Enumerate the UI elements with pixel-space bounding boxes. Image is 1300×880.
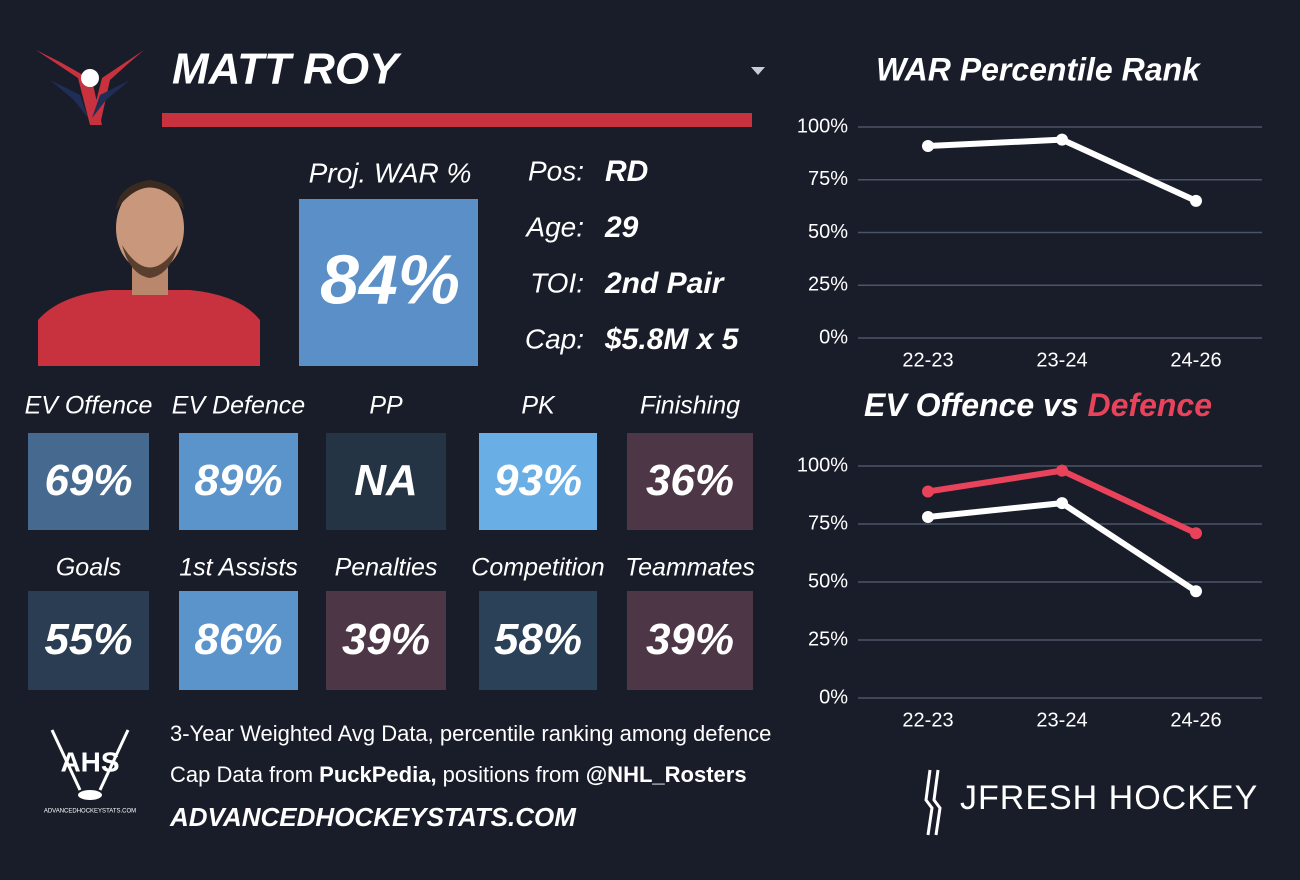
- y-tick-label: 100%: [797, 115, 848, 137]
- point: [1056, 464, 1068, 477]
- point: [1056, 497, 1068, 510]
- tile: [627, 591, 753, 690]
- point: [1190, 527, 1202, 540]
- y-tick-label: 75%: [808, 168, 848, 190]
- dropdown-arrow[interactable]: [751, 67, 765, 75]
- y-tick-label: 25%: [808, 274, 848, 296]
- tile-label: PP: [369, 392, 403, 420]
- y-tick-label: 0%: [819, 686, 848, 708]
- player-name: MATT ROY: [172, 45, 402, 94]
- chart-title: WAR Percentile Rank: [876, 51, 1202, 87]
- tile-value: 69%: [44, 456, 132, 505]
- y-tick-label: 75%: [808, 512, 848, 534]
- tile: [179, 433, 298, 530]
- point: [1190, 585, 1202, 598]
- point: [922, 511, 934, 524]
- chart-title: EV Offence vs Defence: [864, 387, 1212, 423]
- tile-value: 55%: [44, 615, 132, 664]
- credit-link[interactable]: PuckPedia,: [319, 762, 436, 787]
- brand-icon: [924, 769, 942, 836]
- footer-credits: Cap Data from PuckPedia, positions from …: [170, 762, 747, 787]
- tile-value: 58%: [494, 615, 582, 664]
- ahs-logo: AHS ADVANCEDHOCKEYSTATS.COM: [44, 729, 136, 815]
- x-tick-label: 23-24: [1036, 349, 1087, 371]
- tile: [479, 591, 597, 690]
- x-tick-label: 22-23: [902, 349, 953, 371]
- footer-note: 3-Year Weighted Avg Data, percentile ran…: [170, 721, 771, 746]
- info-value: 29: [604, 211, 639, 244]
- y-tick-label: 50%: [808, 570, 848, 592]
- x-tick-label: 22-23: [902, 709, 953, 731]
- info-value: 2nd Pair: [604, 267, 726, 300]
- info-value: RD: [605, 155, 648, 188]
- tile-label: Teammates: [625, 554, 755, 582]
- point: [922, 485, 934, 498]
- y-tick-label: 0%: [819, 326, 848, 348]
- y-tick-label: 25%: [808, 628, 848, 650]
- tile-value: 93%: [494, 456, 582, 505]
- x-tick-label: 24-26: [1170, 349, 1221, 371]
- team-logo: [36, 50, 144, 125]
- credit-text: positions from: [437, 762, 586, 787]
- info-label: Cap:: [525, 323, 584, 354]
- tile: [627, 433, 753, 530]
- tile-value: 36%: [646, 456, 734, 505]
- chart-title-part: EV Offence vs: [864, 387, 1088, 423]
- tile-value: 89%: [194, 456, 282, 505]
- tile-value: 39%: [646, 615, 734, 664]
- tile-label: 1st Assists: [179, 554, 298, 582]
- info-label: Age:: [524, 211, 584, 242]
- player-photo: [38, 172, 260, 366]
- tile-value: 86%: [194, 615, 282, 664]
- ahs-text: AHS: [60, 746, 119, 777]
- chart-title-part: Defence: [1088, 387, 1213, 423]
- tile: [326, 591, 446, 690]
- tile-label: Competition: [471, 554, 604, 582]
- tile-value: NA: [354, 456, 418, 505]
- tile-label: EV Defence: [172, 392, 305, 420]
- credit-link[interactable]: @NHL_Rosters: [586, 762, 747, 787]
- x-tick-label: 24-26: [1170, 709, 1221, 731]
- tile-label: PK: [521, 392, 556, 420]
- point: [1056, 133, 1068, 146]
- info-label: TOI:: [530, 267, 584, 298]
- info-label: Pos:: [528, 155, 584, 186]
- ahs-small-text: ADVANCEDHOCKEYSTATS.COM: [44, 809, 136, 815]
- site-link[interactable]: ADVANCEDHOCKEYSTATS.COM: [169, 802, 577, 832]
- proj-war-box: [299, 199, 478, 366]
- y-tick-label: 50%: [808, 221, 848, 243]
- point: [922, 139, 934, 152]
- tile: [28, 591, 149, 690]
- name-underline: [162, 113, 752, 127]
- proj-war-value: 84%: [320, 240, 460, 318]
- tile-label: EV Offence: [25, 392, 153, 420]
- tile: [326, 433, 446, 530]
- tile: [179, 591, 298, 690]
- tile: [28, 433, 149, 530]
- tile-label: Goals: [56, 554, 121, 582]
- tile-label: Penalties: [335, 554, 438, 582]
- proj-war-label: Proj. WAR %: [309, 157, 472, 188]
- tile-value: 39%: [342, 615, 430, 664]
- tile: [479, 433, 597, 530]
- y-tick-label: 100%: [797, 454, 848, 476]
- credit-text: Cap Data from: [170, 762, 319, 787]
- x-tick-label: 23-24: [1036, 709, 1087, 731]
- brand: JFRESH HOCKEY: [960, 779, 1258, 817]
- tile-label: Finishing: [640, 392, 740, 420]
- point: [1190, 194, 1202, 207]
- info-value: $5.8M x 5: [604, 323, 740, 356]
